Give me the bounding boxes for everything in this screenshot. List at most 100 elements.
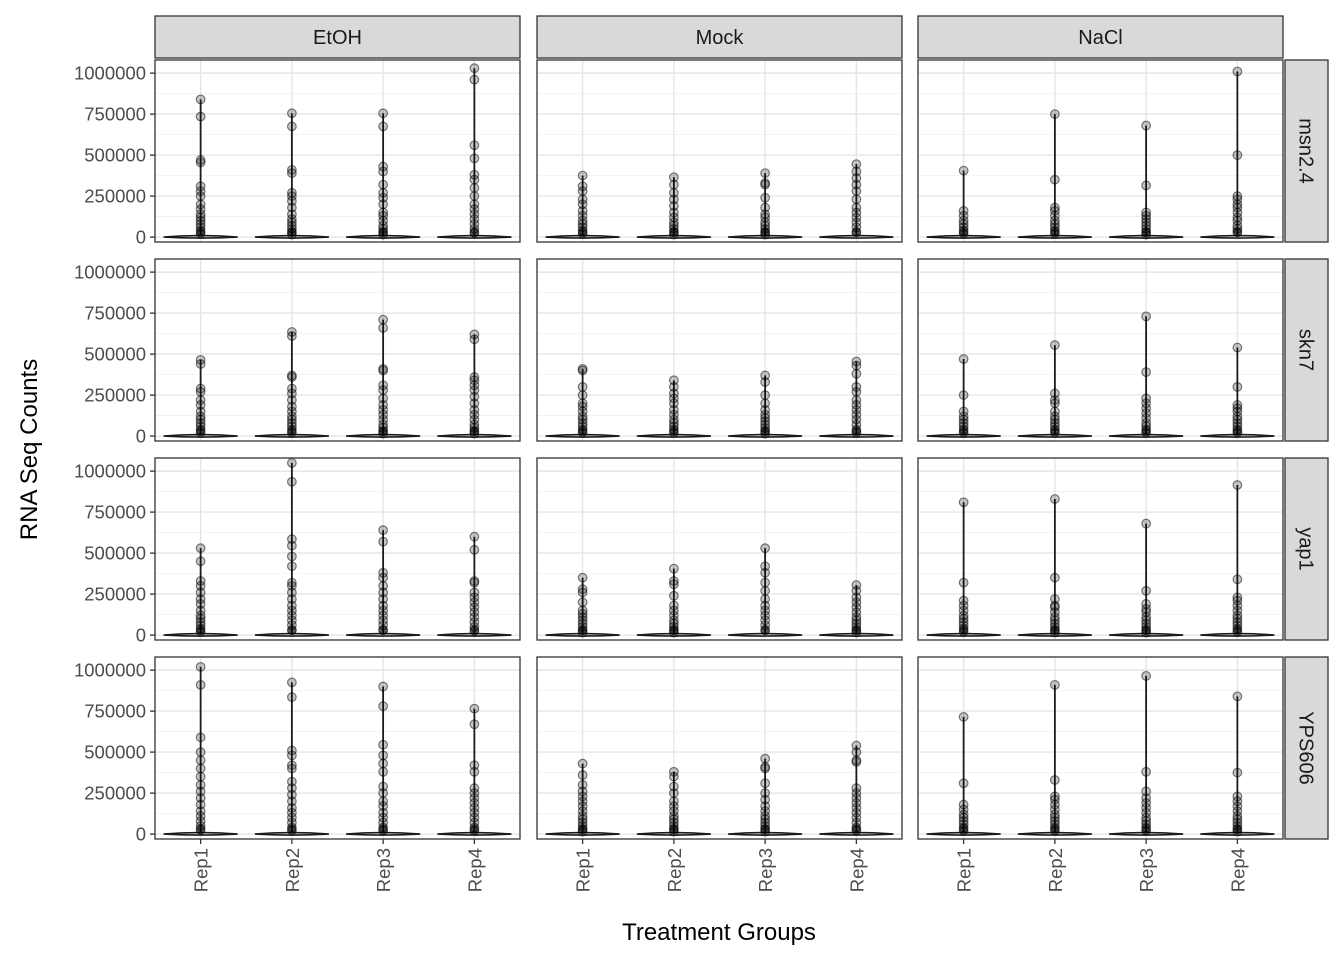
outlier-point xyxy=(470,192,479,201)
x-axis-title: Treatment Groups xyxy=(622,919,816,946)
outlier-point xyxy=(761,180,770,189)
outlier-point xyxy=(470,184,479,193)
outlier-point xyxy=(288,562,297,571)
outlier-point xyxy=(470,154,479,163)
outlier-point xyxy=(761,391,770,400)
outlier-point xyxy=(379,315,388,324)
outlier-cluster xyxy=(196,426,205,436)
outlier-point xyxy=(288,693,297,702)
outlier-point xyxy=(379,122,388,131)
outlier-cluster xyxy=(669,824,678,834)
outlier-point xyxy=(288,764,297,773)
outlier-cluster xyxy=(1142,426,1151,436)
outlier-cluster xyxy=(379,625,388,635)
outlier-point xyxy=(670,564,679,573)
outlier-cluster xyxy=(470,426,479,436)
outlier-point xyxy=(288,332,297,341)
outlier-point xyxy=(1142,519,1151,528)
outlier-cluster xyxy=(1233,426,1242,436)
outlier-cluster xyxy=(379,426,388,436)
outlier-cluster xyxy=(287,227,296,237)
outlier-point xyxy=(379,109,388,118)
outlier-point xyxy=(578,366,587,375)
outlier-point xyxy=(288,122,297,131)
outlier-point xyxy=(1233,692,1242,701)
outlier-cluster xyxy=(852,625,861,635)
y-tick-label: 750000 xyxy=(84,502,146,523)
outlier-point xyxy=(1142,121,1151,130)
outlier-point xyxy=(379,682,388,691)
outlier-cluster xyxy=(287,426,296,436)
panel-background xyxy=(537,657,902,839)
outlier-cluster xyxy=(1233,227,1242,237)
outlier-point xyxy=(288,109,297,118)
outlier-point xyxy=(379,324,388,333)
outlier-point xyxy=(379,200,388,209)
outlier-cluster xyxy=(1050,426,1059,436)
panel-background xyxy=(537,60,902,242)
outlier-point xyxy=(379,537,388,546)
outlier-point xyxy=(196,663,205,672)
row-strip-label: yap1 xyxy=(1295,527,1317,570)
outlier-point xyxy=(1233,383,1242,392)
x-tick-label: Rep2 xyxy=(664,848,685,892)
y-tick-label: 1000000 xyxy=(74,63,146,84)
row-strip-label: YPS606 xyxy=(1295,711,1317,784)
outlier-cluster xyxy=(578,227,587,237)
outlier-point xyxy=(1142,312,1151,321)
outlier-cluster xyxy=(959,824,968,834)
y-tick-label: 0 xyxy=(136,625,146,646)
outlier-point xyxy=(959,166,968,175)
outlier-point xyxy=(1051,341,1060,350)
outlier-point xyxy=(959,498,968,507)
outlier-point xyxy=(196,544,205,553)
outlier-point xyxy=(379,167,388,176)
outlier-point xyxy=(761,779,770,788)
outlier-point xyxy=(196,681,205,690)
outlier-point xyxy=(379,740,388,749)
outlier-point xyxy=(196,764,205,773)
outlier-point xyxy=(379,759,388,768)
y-tick-label: 250000 xyxy=(84,783,146,804)
outlier-point xyxy=(852,187,861,196)
outlier-point xyxy=(852,388,861,397)
outlier-cluster xyxy=(578,824,587,834)
outlier-cluster xyxy=(852,426,861,436)
outlier-point xyxy=(470,64,479,73)
x-tick-label: Rep4 xyxy=(464,848,485,892)
outlier-cluster xyxy=(852,227,861,237)
outlier-point xyxy=(1233,67,1242,76)
outlier-point xyxy=(288,459,297,468)
y-tick-label: 0 xyxy=(136,824,146,845)
outlier-point xyxy=(761,378,770,387)
outlier-cluster xyxy=(470,625,479,635)
outlier-point xyxy=(761,587,770,596)
outlier-point xyxy=(761,544,770,553)
y-tick-label: 1000000 xyxy=(74,262,146,283)
row-strip-label: msn2.4 xyxy=(1295,118,1317,184)
outlier-point xyxy=(1233,768,1242,777)
outlier-cluster xyxy=(669,227,678,237)
outlier-point xyxy=(1051,495,1060,504)
outlier-point xyxy=(1051,175,1060,184)
outlier-point xyxy=(470,75,479,84)
outlier-point xyxy=(288,541,297,550)
outlier-point xyxy=(196,192,205,201)
outlier-point xyxy=(670,772,679,781)
panel-background xyxy=(918,259,1283,441)
outlier-point xyxy=(578,771,587,780)
outlier-point xyxy=(288,169,297,178)
y-tick-label: 0 xyxy=(136,227,146,248)
outlier-point xyxy=(1233,151,1242,160)
x-tick-label: Rep3 xyxy=(755,848,776,892)
outlier-cluster xyxy=(761,625,770,635)
y-tick-label: 250000 xyxy=(84,385,146,406)
outlier-point xyxy=(379,702,388,711)
outlier-point xyxy=(379,751,388,760)
outlier-point xyxy=(196,112,205,121)
outlier-cluster xyxy=(287,824,296,834)
outlier-point xyxy=(959,391,968,400)
outlier-point xyxy=(196,733,205,742)
outlier-point xyxy=(578,171,587,180)
y-tick-label: 500000 xyxy=(84,344,146,365)
